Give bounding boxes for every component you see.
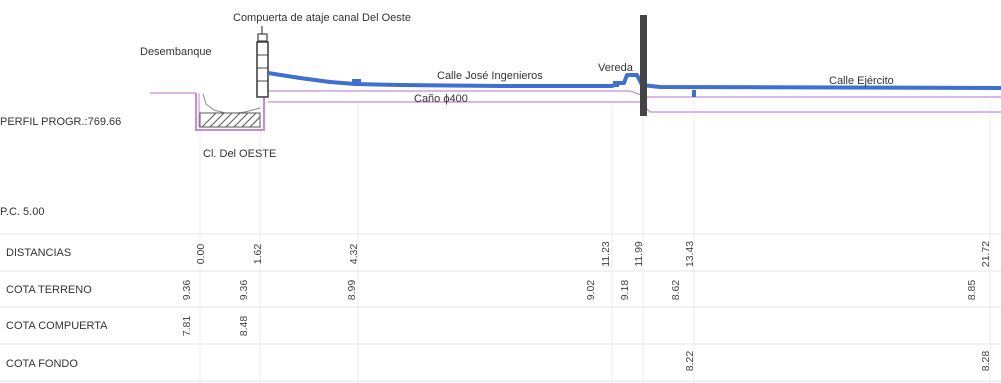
row-label-cota-terreno: COTA TERRENO (6, 284, 92, 296)
value-cota-fondo: 8.22 (684, 351, 696, 372)
value-cota-terreno: 9.18 (619, 280, 631, 301)
calle-ejercito-label: Calle Ejército (829, 75, 894, 87)
pipe-lines (150, 90, 1001, 113)
value-cota-terreno: 9.36 (238, 280, 250, 301)
ground-marker (692, 90, 696, 97)
value-distancia: 11.23 (600, 241, 612, 267)
value-distancia: 4.32 (348, 244, 360, 265)
value-cota-compuerta: 7.81 (181, 316, 193, 337)
vereda-label: Vereda (598, 62, 634, 74)
plano-comparacion-label: P.C. 5.00 (0, 206, 44, 218)
value-cota-fondo: 8.28 (980, 351, 992, 372)
table-row-labels: DISTANCIAS COTA TERRENO COTA COMPUERTA C… (6, 247, 108, 370)
value-cota-compuerta: 8.48 (238, 316, 250, 337)
pipe-line-lower (268, 101, 1001, 113)
canal-section (195, 93, 265, 131)
desembanque-slope (202, 93, 261, 115)
value-distancia: 13.43 (684, 241, 696, 267)
pipe-line-upper (268, 90, 1001, 98)
gate-head (257, 33, 268, 42)
perfil-progr-label: PERFIL PROGR.:769.66 (0, 116, 121, 128)
desembanque-label: Desembanque (140, 46, 212, 58)
canal-label: Cl. Del OESTE (203, 148, 276, 160)
row-label-cota-fondo: COTA FONDO (6, 358, 78, 370)
table-grid (0, 100, 1001, 383)
value-cota-terreno: 9.02 (585, 280, 597, 301)
drawing-labels: Compuerta de ataje canal Del Oeste Desem… (0, 12, 894, 218)
ground-marker (613, 81, 619, 87)
vereda-post (640, 15, 647, 116)
value-distancia: 1.62 (252, 244, 264, 265)
row-label-distancias: DISTANCIAS (6, 247, 71, 259)
table-values: 0.00 1.62 4.32 11.23 11.99 13.43 21.72 9… (181, 241, 992, 372)
canal-hatch (199, 112, 261, 128)
value-cota-terreno: 9.36 (181, 280, 193, 301)
value-distancia: 21.72 (980, 241, 992, 267)
value-cota-terreno: 8.62 (670, 280, 682, 301)
gate-title: Compuerta de ataje canal Del Oeste (233, 12, 411, 24)
value-cota-terreno: 8.99 (346, 280, 358, 301)
cano-label: Caño ϕ400 (414, 93, 468, 105)
value-distancia: 0.00 (195, 244, 207, 265)
gate-structure (256, 26, 269, 98)
ground-marker (352, 79, 361, 85)
row-label-cota-compuerta: COTA COMPUERTA (6, 320, 108, 332)
value-cota-terreno: 8.85 (966, 280, 978, 301)
value-distancia: 11.99 (633, 241, 645, 267)
calle-jose-label: Calle José Ingenieros (437, 70, 543, 82)
gate-body (256, 41, 269, 98)
canal-outline (195, 93, 265, 131)
